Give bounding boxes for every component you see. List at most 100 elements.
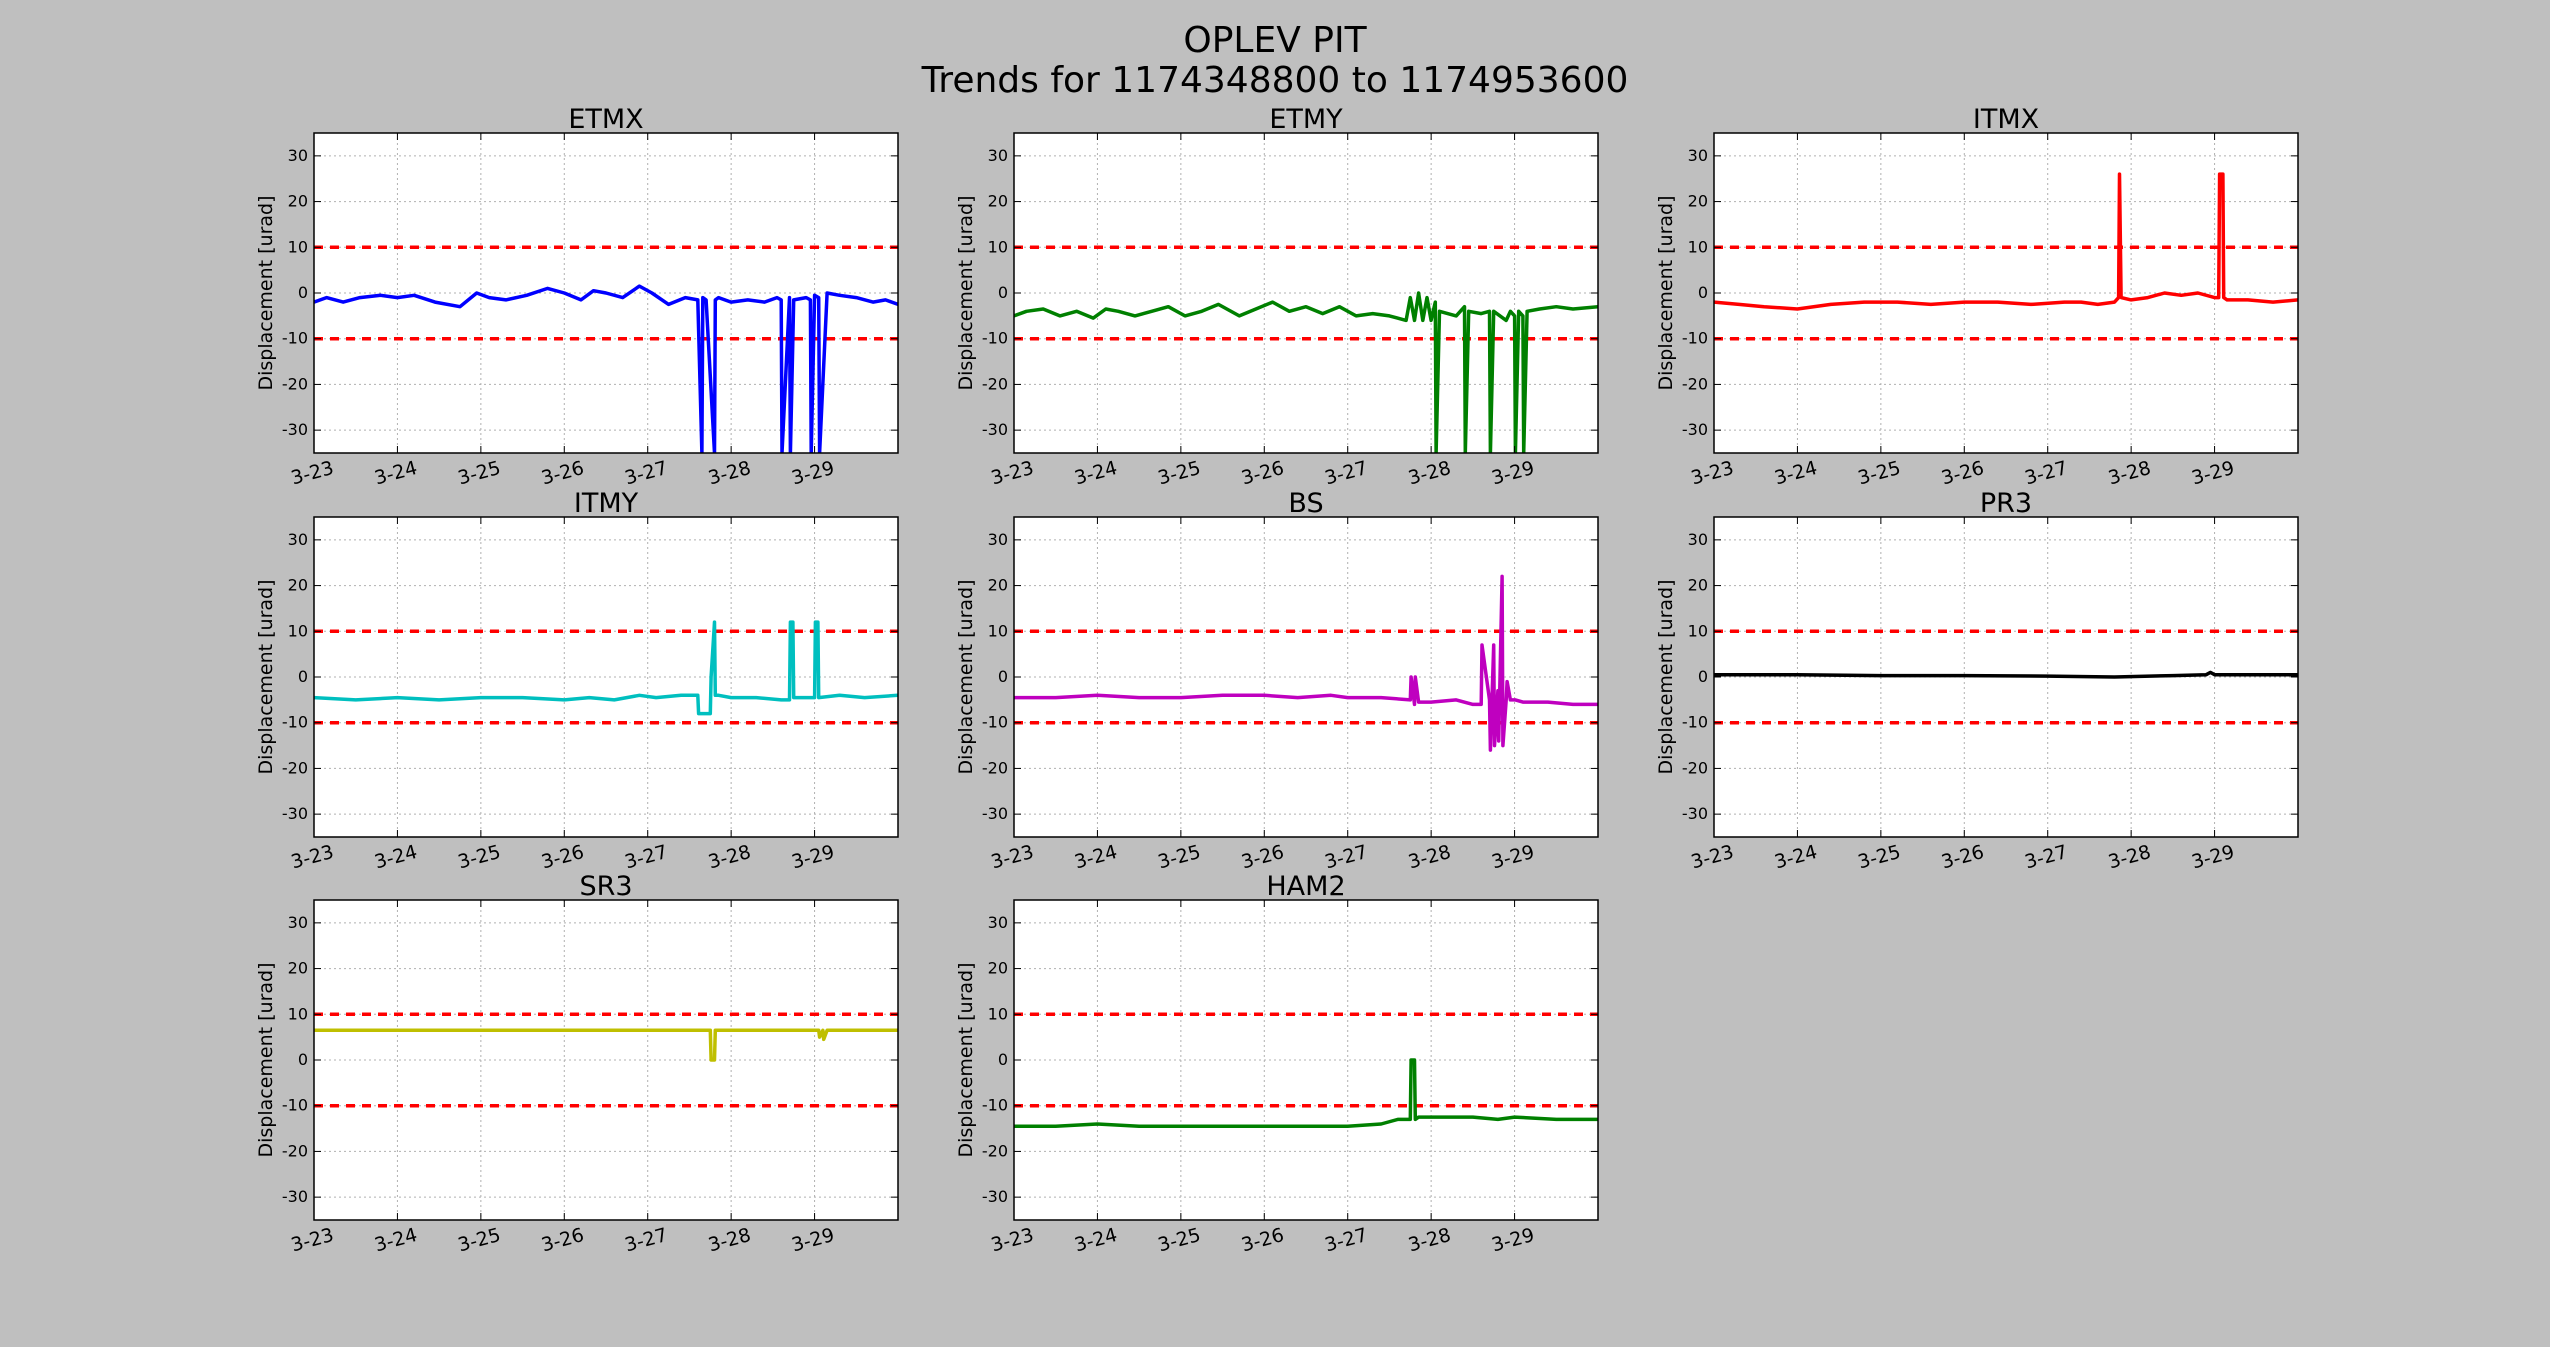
x-tick-label: 3-24 (372, 457, 419, 489)
panel-itmy: 30 20 10 0 -10 -20 -30 3-23 3-24 3-25 3-26 3-27 3-28… (255, 488, 899, 873)
y-tick-label: -10 (1682, 713, 1708, 732)
x-tick-label: 3-28 (1406, 841, 1453, 873)
x-tick-label: 3-23 (989, 841, 1036, 873)
y-tick-label: 30 (1688, 530, 1708, 549)
y-tick-label: 20 (288, 576, 308, 595)
x-tick-label: 3-28 (706, 841, 753, 873)
y-axis-label: Displacement [urad] (255, 962, 277, 1157)
x-tick-label: 3-26 (1939, 457, 1986, 489)
y-axis-label: Displacement [urad] (955, 579, 977, 774)
y-tick-label: 0 (298, 1050, 308, 1069)
x-tick-label: 3-25 (456, 457, 503, 489)
x-tick-label: 3-27 (1322, 457, 1369, 489)
y-tick-label: -20 (282, 758, 308, 777)
x-tick-label: 3-29 (1489, 1224, 1536, 1256)
x-tick-label: 3-28 (2106, 841, 2153, 873)
x-tick-label: 3-28 (2106, 457, 2153, 489)
x-tick-label: 3-24 (372, 1224, 419, 1256)
x-tick-label: 3-26 (1939, 841, 1986, 873)
y-tick-label: 10 (288, 1004, 308, 1023)
y-tick-label: 30 (988, 530, 1008, 549)
y-tick-label: 0 (1698, 667, 1708, 686)
y-tick-label: 0 (998, 667, 1008, 686)
series-line (1714, 670, 2298, 679)
x-tick-label: 3-24 (1772, 457, 1819, 489)
y-tick-label: 0 (1698, 283, 1708, 302)
x-tick-label: 3-26 (539, 1224, 586, 1256)
y-tick-label: -20 (282, 374, 308, 393)
x-tick-label: 3-27 (622, 457, 669, 489)
series-line (314, 284, 898, 453)
y-tick-label: 20 (988, 192, 1008, 211)
y-tick-label: 30 (988, 146, 1008, 165)
x-tick-label: 3-23 (289, 841, 336, 873)
y-tick-label: 20 (1688, 576, 1708, 595)
panel-title: ITMX (1973, 104, 2039, 135)
x-tick-label: 3-26 (539, 457, 586, 489)
y-tick-label: -10 (282, 1096, 308, 1115)
y-tick-label: -20 (982, 1141, 1008, 1160)
x-tick-label: 3-25 (456, 841, 503, 873)
y-tick-label: -10 (982, 713, 1008, 732)
y-tick-label: 10 (1688, 621, 1708, 640)
y-tick-label: 0 (298, 667, 308, 686)
x-tick-label: 3-24 (1072, 841, 1119, 873)
series-line (314, 1028, 898, 1062)
x-tick-label: 3-23 (289, 457, 336, 489)
x-tick-label: 3-27 (2022, 457, 2069, 489)
x-tick-label: 3-25 (456, 1224, 503, 1256)
y-tick-label: -10 (282, 329, 308, 348)
x-tick-label: 3-23 (989, 457, 1036, 489)
x-tick-label: 3-23 (1689, 841, 1736, 873)
y-axis-label: Displacement [urad] (955, 195, 977, 390)
y-axis-label: Displacement [urad] (255, 579, 277, 774)
x-tick-label: 3-24 (1772, 841, 1819, 873)
y-tick-label: 10 (288, 621, 308, 640)
x-tick-label: 3-27 (622, 1224, 669, 1256)
x-tick-label: 3-28 (706, 457, 753, 489)
panel-title: ITMY (574, 488, 639, 519)
series-line (1714, 172, 2298, 311)
x-tick-label: 3-25 (1856, 457, 1903, 489)
y-tick-label: -10 (982, 329, 1008, 348)
y-tick-label: 30 (988, 913, 1008, 932)
y-tick-label: -10 (282, 713, 308, 732)
y-tick-label: -30 (282, 420, 308, 439)
y-tick-label: -10 (982, 1096, 1008, 1115)
x-tick-label: 3-28 (1406, 457, 1453, 489)
figure-title: OPLEV PIT (1183, 20, 1367, 61)
x-tick-label: 3-25 (1856, 841, 1903, 873)
panel-ham2: 30 20 10 0 -10 -20 -30 3-23 3-24 3-25 3-26 3-27 3-28… (955, 871, 1599, 1256)
y-tick-label: -30 (982, 420, 1008, 439)
x-tick-label: 3-29 (789, 1224, 836, 1256)
y-tick-label: 20 (1688, 192, 1708, 211)
series-line (1014, 291, 1598, 453)
series-line (314, 620, 898, 716)
y-tick-label: -20 (982, 758, 1008, 777)
y-tick-label: 30 (288, 146, 308, 165)
y-tick-label: 10 (1688, 237, 1708, 256)
y-tick-label: 20 (288, 192, 308, 211)
panel-pr3: 30 20 10 0 -10 -20 -30 3-23 3-24 3-25 3-26 3-27 3-28… (1655, 488, 2299, 873)
y-tick-label: 30 (1688, 146, 1708, 165)
x-tick-label: 3-27 (1322, 841, 1369, 873)
x-tick-label: 3-25 (1156, 1224, 1203, 1256)
x-tick-label: 3-24 (1072, 1224, 1119, 1256)
y-axis-label: Displacement [urad] (1655, 195, 1677, 390)
x-tick-label: 3-28 (706, 1224, 753, 1256)
x-tick-label: 3-27 (622, 841, 669, 873)
x-tick-label: 3-23 (1689, 457, 1736, 489)
x-tick-label: 3-27 (1322, 1224, 1369, 1256)
y-tick-label: 10 (988, 1004, 1008, 1023)
x-tick-label: 3-25 (1156, 457, 1203, 489)
y-tick-label: -30 (282, 804, 308, 823)
y-tick-label: 10 (288, 237, 308, 256)
figure-subtitle: Trends for 1174348800 to 1174953600 (921, 60, 1629, 101)
panel-title: SR3 (579, 871, 632, 902)
y-tick-label: -30 (282, 1187, 308, 1206)
y-axis-label: Displacement [urad] (255, 195, 277, 390)
y-tick-label: -30 (982, 804, 1008, 823)
y-tick-label: -30 (1682, 804, 1708, 823)
y-tick-label: -20 (1682, 374, 1708, 393)
panel-itmx: 30 20 10 0 -10 -20 -30 3-23 3-24 3-25 3-26 3-27 3-28… (1655, 104, 2299, 489)
